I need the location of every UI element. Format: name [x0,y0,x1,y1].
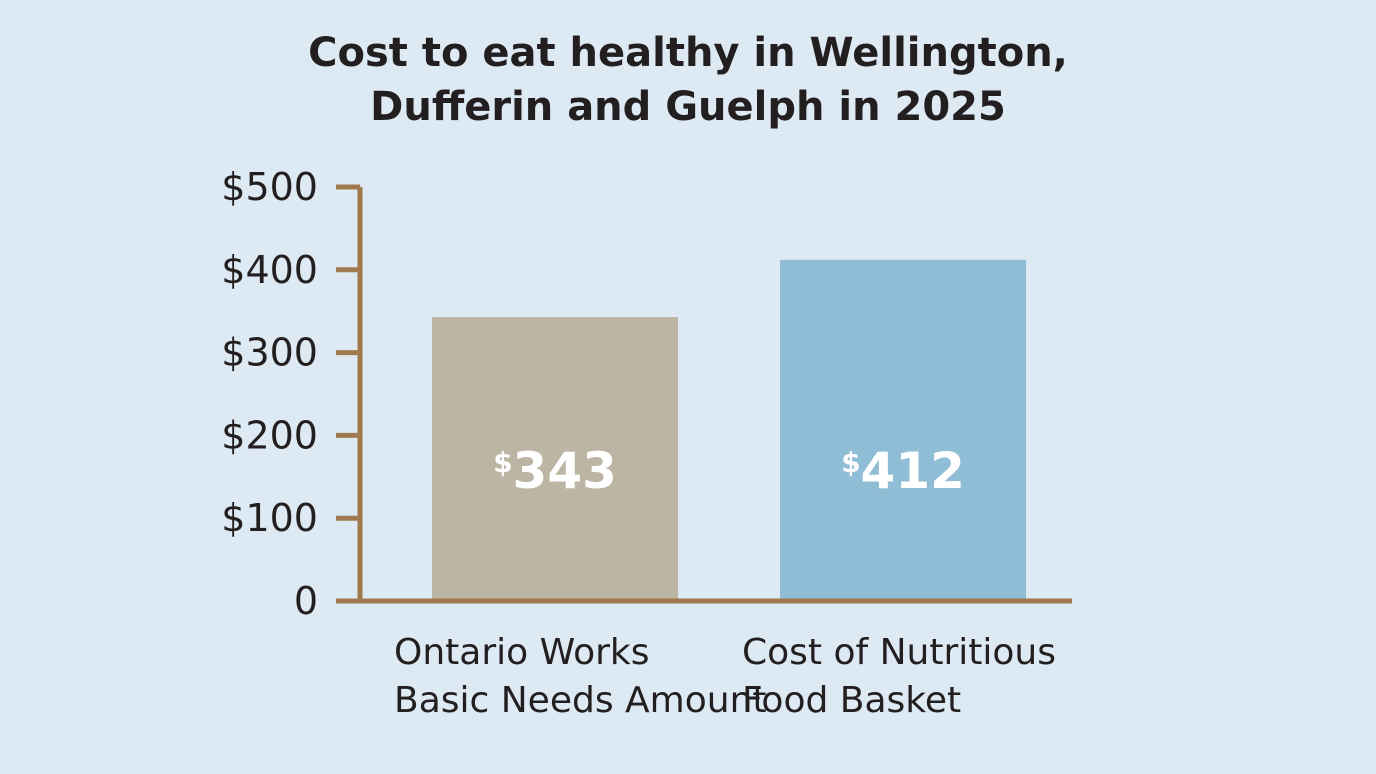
y-tick-label: $200 [221,413,318,457]
bar [432,316,678,601]
y-tick-label: $300 [221,331,318,375]
bar [780,259,1026,601]
value-label: $343 [493,442,617,500]
y-tick-label: 0 [294,579,318,623]
x-tick-label: Cost of Nutritious Food Basket [742,632,1056,721]
x-tick-label: Ontario Works Basic Needs Amount [394,632,767,721]
y-tick-label: $400 [221,248,318,292]
y-tick-label: $100 [221,496,318,540]
chart-title: Cost to eat healthy in Wellington, Duffer… [308,30,1068,130]
value-label: $412 [841,442,965,500]
y-tick-label: $500 [221,165,318,209]
